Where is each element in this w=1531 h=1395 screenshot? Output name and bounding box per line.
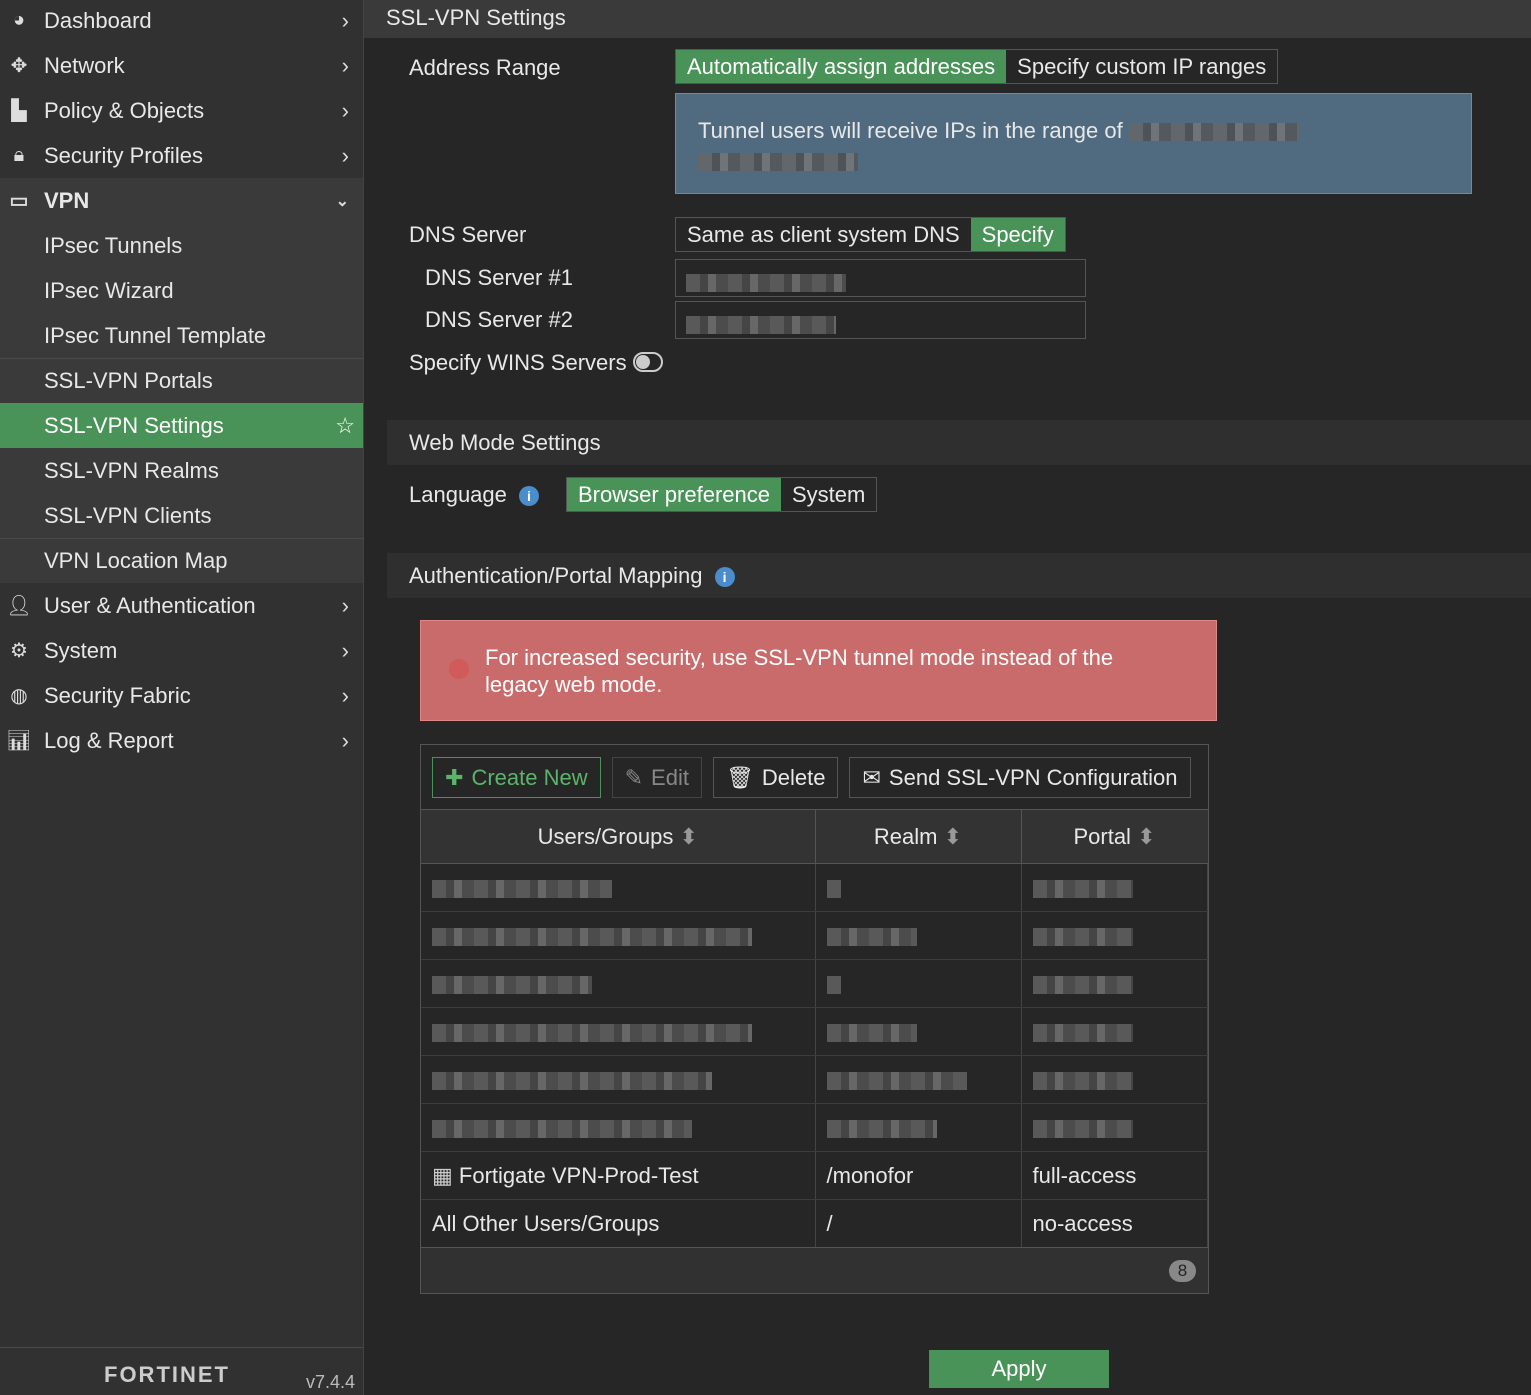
sidebar-item-network[interactable]: ✥ Network › <box>0 43 363 88</box>
dns-server-1-label: DNS Server #1 <box>425 265 573 290</box>
edit-button[interactable]: ✎ Edit <box>611 756 702 798</box>
table-row[interactable] <box>421 863 1208 912</box>
dns-server-toggle[interactable]: Same as client system DNS Specify <box>675 217 1066 252</box>
sidebar-item-ipsec-tunnel-template[interactable]: IPsec Tunnel Template <box>0 313 363 358</box>
address-range-label: Address Range <box>409 55 561 80</box>
user-icon: 👤︎ <box>6 595 32 617</box>
row-count-badge: 8 <box>1169 1260 1196 1282</box>
table-row[interactable] <box>421 1055 1208 1104</box>
address-range-toggle[interactable]: Automatically assign addresses Specify c… <box>675 49 1279 84</box>
chevron-right-icon: › <box>341 142 349 168</box>
table-row[interactable]: ▦ Fortigate VPN-Prod-Test/monofor full-ac… <box>421 1151 1208 1200</box>
table-row[interactable] <box>421 959 1208 1008</box>
trash-icon: 🗑︎ <box>725 764 754 790</box>
star-icon[interactable]: ☆ <box>335 412 355 438</box>
address-range-info: Tunnel users will receive IPs in the ran… <box>675 93 1472 194</box>
sidebar-item-log-report[interactable]: 📊︎ Log & Report › <box>6 727 349 753</box>
pencil-icon: ✎ <box>624 764 644 790</box>
column-users-groups[interactable]: Users/Groups ⬍ <box>421 809 816 864</box>
sidebar-item-sslvpn-clients[interactable]: SSL-VPN Clients <box>0 493 363 538</box>
security-alert: For increased security, use SSL-VPN tunn… <box>420 620 1217 721</box>
dns-server-2-input[interactable] <box>675 301 1086 339</box>
auth-portal-section: Authentication/Portal Mapping i <box>387 553 1531 598</box>
chart-icon: 📊︎ <box>6 730 32 752</box>
chevron-right-icon: › <box>341 592 349 618</box>
sidebar: ◕ Dashboard › ✥ Network › ▙ Policy & Objects ›… <box>0 0 364 1395</box>
sort-icon[interactable]: ⬍ <box>943 823 963 849</box>
dns-server-label: DNS Server <box>409 222 527 247</box>
table-row[interactable] <box>421 1103 1208 1152</box>
chevron-right-icon: › <box>341 52 349 78</box>
apply-button[interactable]: Apply <box>929 1350 1109 1388</box>
page-title: SSL-VPN Settings <box>364 0 1531 38</box>
table-row[interactable] <box>421 1007 1208 1056</box>
sidebar-item-ipsec-wizard[interactable]: IPsec Wizard <box>0 268 363 313</box>
table-footer: 8 <box>421 1247 1208 1293</box>
sidebar-footer: FORTINET v7.4.4 <box>0 1347 363 1395</box>
dns-server-1-input[interactable] <box>675 259 1086 297</box>
laptop-icon: ▭ <box>9 190 29 212</box>
wins-label: Specify WINS Servers <box>409 350 627 375</box>
column-portal[interactable]: Portal ⬍ <box>1021 809 1208 864</box>
chevron-down-icon: ⌄ <box>335 192 349 210</box>
sidebar-item-vpn[interactable]: ▭ VPN ⌄ <box>0 178 363 223</box>
version: v7.4.4 <box>305 1372 355 1392</box>
auth-mapping-table: ✚ Create New ✎ Edit 🗑︎ Delete ✉ Send SSL-VPN… <box>420 744 1209 1294</box>
sidebar-item-security-profiles[interactable]: 🔒︎ Security Profiles › <box>0 133 363 178</box>
sidebar-item-ipsec-tunnels[interactable]: IPsec Tunnels <box>0 223 363 268</box>
sidebar-item-security-fabric[interactable]: ◍ Security Fabric › <box>0 673 363 718</box>
option-browser-preference[interactable]: Browser preference <box>567 478 781 511</box>
table-row[interactable] <box>421 911 1208 960</box>
info-icon[interactable]: i <box>714 567 735 588</box>
sidebar-item-vpn-location-map[interactable]: VPN Location Map <box>0 538 363 583</box>
dashboard-icon: ◕ <box>12 9 26 31</box>
envelope-icon: ✉ <box>862 764 881 790</box>
language-toggle[interactable]: Browser preference System <box>566 477 878 512</box>
plus-icon: ✚ <box>445 764 464 790</box>
warning-icon <box>449 659 469 679</box>
lock-icon: 🔒︎ <box>13 144 25 166</box>
info-icon[interactable]: i <box>518 486 539 507</box>
sidebar-item-user-auth[interactable]: 👤︎ User & Authentication › <box>6 592 349 618</box>
option-system[interactable]: System <box>791 482 866 507</box>
fabric-icon: ◍ <box>10 685 28 707</box>
fortinet-logo: FORTINET <box>104 1362 230 1387</box>
table-toolbar: ✚ Create New ✎ Edit 🗑︎ Delete ✉ Send SSL-VPN… <box>421 745 1208 809</box>
chevron-right-icon: › <box>341 97 349 123</box>
gear-icon: ⚙ <box>10 640 28 662</box>
policy-icon: ▙ <box>11 100 27 122</box>
network-icon: ✥ <box>10 55 28 77</box>
dns-server-2-label: DNS Server #2 <box>425 307 573 332</box>
sidebar-item-sslvpn-settings[interactable]: SSL-VPN Settings ☆ <box>0 403 363 448</box>
table-row[interactable]: All Other Users/Groups / no-access <box>421 1199 1208 1248</box>
column-realm[interactable]: Realm ⬍ <box>815 809 1022 864</box>
chevron-right-icon: › <box>341 727 349 753</box>
sidebar-item-system[interactable]: ⚙ System › <box>0 628 363 673</box>
chevron-right-icon: › <box>341 637 349 663</box>
option-custom-ip[interactable]: Specify custom IP ranges <box>1017 54 1267 79</box>
language-label: Language i <box>409 482 539 508</box>
delete-button[interactable]: 🗑︎ Delete <box>712 756 839 798</box>
sidebar-item-dashboard[interactable]: ◕ Dashboard › <box>0 0 363 43</box>
wins-toggle[interactable] <box>633 352 663 372</box>
sidebar-item-policy[interactable]: ▙ Policy & Objects › <box>0 88 363 133</box>
sidebar-item-sslvpn-portals[interactable]: SSL-VPN Portals <box>0 358 363 403</box>
create-new-button[interactable]: ✚ Create New <box>432 756 601 798</box>
sort-icon[interactable]: ⬍ <box>679 823 698 849</box>
chevron-right-icon: › <box>341 7 349 33</box>
sort-icon[interactable]: ⬍ <box>1137 823 1156 849</box>
web-mode-section: Web Mode Settings <box>387 420 1531 465</box>
option-same-as-client[interactable]: Same as client system DNS <box>687 222 960 247</box>
chevron-right-icon: › <box>341 682 349 708</box>
send-config-button[interactable]: ✉ Send SSL-VPN Configuration <box>849 756 1191 798</box>
option-specify[interactable]: Specify <box>970 218 1065 251</box>
sidebar-item-sslvpn-realms[interactable]: SSL-VPN Realms <box>0 448 363 493</box>
group-icon: ▦ <box>432 1162 453 1188</box>
option-auto-assign[interactable]: Automatically assign addresses <box>676 50 1007 83</box>
